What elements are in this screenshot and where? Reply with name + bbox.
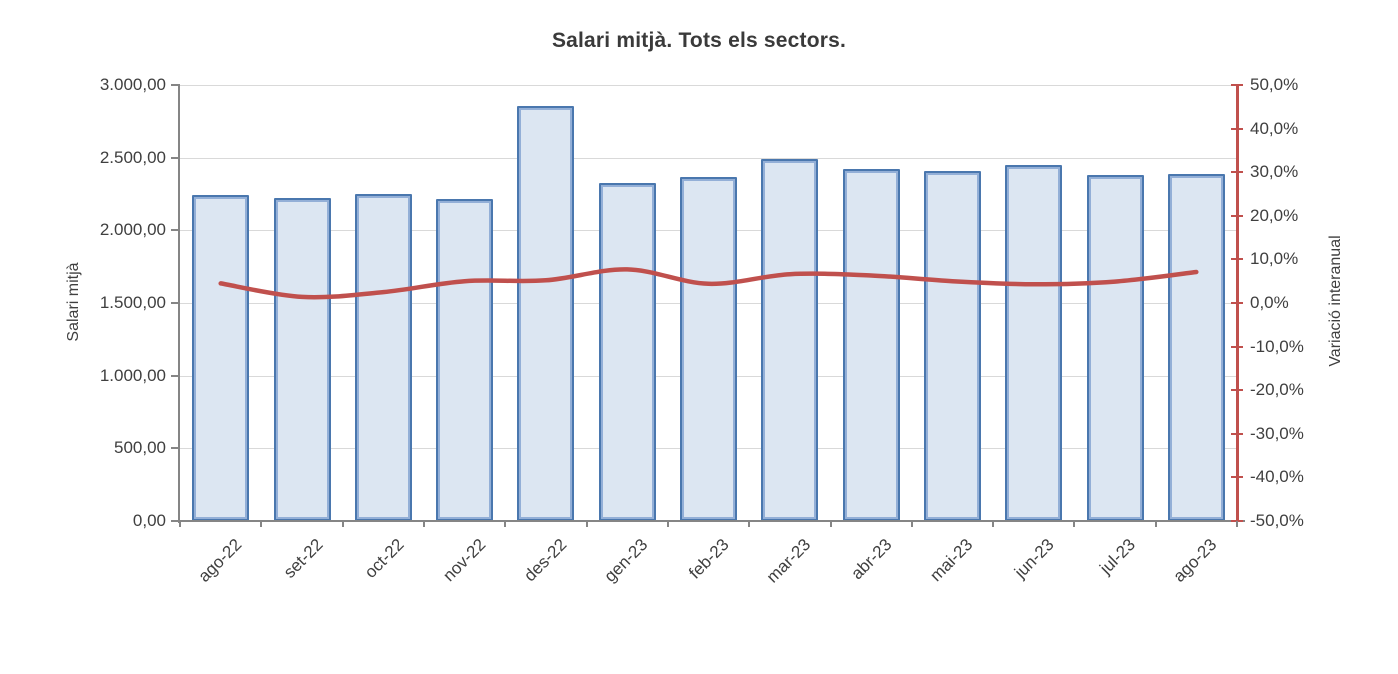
right-tick-label: 40,0% xyxy=(1250,118,1299,138)
x-axis-tick xyxy=(1236,521,1238,527)
left-tick-label: 500,00 xyxy=(114,438,166,458)
x-axis-tick xyxy=(422,521,425,527)
left-axis-tick xyxy=(171,229,179,232)
x-label-jul-23: jul-23 xyxy=(1096,535,1140,578)
bar-jul-23 xyxy=(1086,175,1144,521)
left-axis-tick xyxy=(171,302,179,304)
x-label-jun-23: jun-23 xyxy=(1011,535,1059,582)
x-label-abr-23: abr-23 xyxy=(847,535,896,584)
gridline xyxy=(180,157,1237,159)
right-tick-label: 0,0% xyxy=(1250,293,1289,312)
right-axis-tick xyxy=(1231,258,1243,261)
bar-des-22 xyxy=(517,106,575,521)
right-axis-tick xyxy=(1231,432,1243,435)
right-axis-tick xyxy=(1231,389,1243,392)
x-label-mar-23: mar-23 xyxy=(762,535,815,587)
x-label-set-22: set-22 xyxy=(279,535,327,582)
x-axis-tick xyxy=(585,521,588,527)
x-label-gen-23: gen-23 xyxy=(600,535,652,586)
right-axis-tick xyxy=(1231,84,1243,86)
x-label-ago-23: ago-23 xyxy=(1169,535,1221,586)
x-axis-tick xyxy=(179,521,181,527)
bar-ago-22 xyxy=(192,194,250,521)
x-label-feb-23: feb-23 xyxy=(685,535,733,583)
x-axis-tick xyxy=(1073,521,1076,527)
right-tick-label: -50,0% xyxy=(1250,511,1304,530)
x-axis-tick xyxy=(504,521,507,527)
x-axis-tick xyxy=(666,521,669,527)
left-axis-tick xyxy=(171,374,179,377)
x-axis-tick xyxy=(260,521,263,527)
right-tick-label: 20,0% xyxy=(1250,205,1299,225)
x-axis-tick xyxy=(992,521,995,527)
right-axis-tick xyxy=(1231,214,1243,217)
x-axis-tick xyxy=(748,521,751,527)
bar-set-22 xyxy=(273,197,331,521)
x-label-mai-23: mai-23 xyxy=(926,535,977,586)
gridline xyxy=(180,85,1237,86)
bar-jun-23 xyxy=(1005,164,1063,521)
x-axis-tick xyxy=(341,521,344,527)
right-tick-label: -30,0% xyxy=(1250,423,1304,443)
right-tick-label: -40,0% xyxy=(1250,467,1304,487)
left-tick-label: 1.000,00 xyxy=(99,365,166,385)
right-axis-tick xyxy=(1231,127,1243,130)
right-axis-tick xyxy=(1231,476,1243,479)
left-tick-label: 2.000,00 xyxy=(99,220,166,240)
right-axis-tick xyxy=(1231,302,1243,304)
bar-gen-23 xyxy=(598,183,656,521)
x-axis-tick xyxy=(829,521,832,527)
left-tick-label: 3.000,00 xyxy=(99,75,166,94)
right-tick-label: -10,0% xyxy=(1250,336,1304,356)
left-tick-label: 1.500,00 xyxy=(99,293,166,312)
left-axis-tick xyxy=(171,156,179,159)
right-tick-label: 30,0% xyxy=(1250,162,1299,182)
right-tick-label: 50,0% xyxy=(1250,75,1299,94)
left-axis-tick xyxy=(171,84,179,86)
bar-ago-23 xyxy=(1167,174,1225,521)
bar-mai-23 xyxy=(923,170,981,521)
right-tick-label: -20,0% xyxy=(1250,380,1304,400)
y-axis-line xyxy=(178,84,180,523)
x-label-nov-22: nov-22 xyxy=(438,535,490,586)
right-axis-tick xyxy=(1231,345,1243,348)
right-axis-tick xyxy=(1231,171,1243,174)
x-axis-tick xyxy=(910,521,913,527)
left-axis-tick xyxy=(171,447,179,450)
x-label-oct-22: oct-22 xyxy=(360,535,408,582)
x-axis-tick xyxy=(1154,521,1157,527)
left-tick-label: 2.500,00 xyxy=(99,147,166,167)
x-axis-line xyxy=(173,520,1245,522)
x-label-ago-22: ago-22 xyxy=(194,535,246,586)
bar-oct-22 xyxy=(354,194,412,521)
bar-nov-22 xyxy=(436,199,494,521)
x-label-des-22: des-22 xyxy=(520,535,571,586)
left-axis-tick xyxy=(171,520,179,522)
chart-title: Salari mitjà. Tots els sectors. xyxy=(551,29,847,52)
bar-abr-23 xyxy=(842,169,900,521)
bar-mar-23 xyxy=(761,159,819,521)
left-tick-label: 0,00 xyxy=(132,511,166,530)
bar-feb-23 xyxy=(680,176,737,521)
right-tick-label: 10,0% xyxy=(1250,249,1299,269)
